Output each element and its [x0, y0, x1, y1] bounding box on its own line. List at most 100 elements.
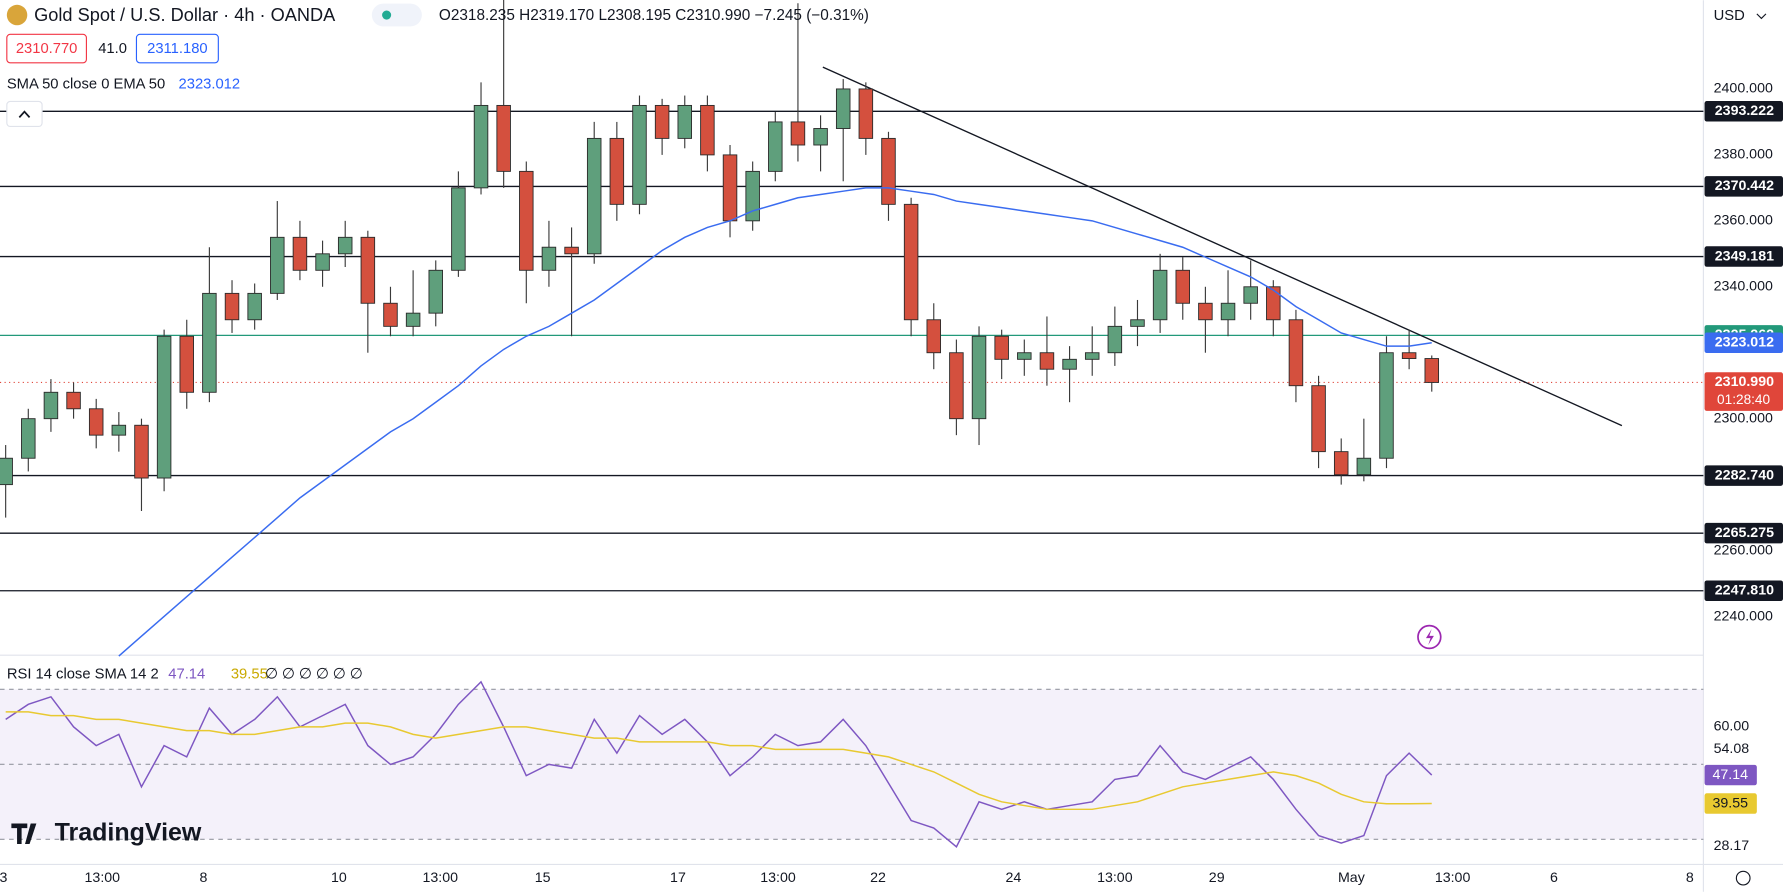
- candle-body: [405, 312, 421, 327]
- settings-icon[interactable]: [1735, 870, 1751, 886]
- candle-body: [813, 128, 828, 146]
- candle-body: [632, 104, 647, 205]
- candle-body: [994, 335, 1009, 360]
- rsi-value: 47.14: [168, 666, 205, 682]
- level-tag-bg: [1704, 246, 1783, 267]
- candle-body: [1288, 319, 1304, 387]
- x-tick-label: 13:00: [760, 870, 796, 886]
- status-pill[interactable]: [371, 3, 422, 27]
- y-tick-label: 2260.000: [1714, 542, 1773, 558]
- trendline: [822, 66, 1623, 427]
- rsi-tag: 39.55: [1712, 795, 1748, 811]
- candle-body: [881, 137, 896, 205]
- last-price-tag: 2310.990: [1715, 374, 1774, 390]
- candle-body: [700, 104, 715, 156]
- indicator-title: SMA 50 close 0 EMA 50: [7, 76, 165, 92]
- x-tick-label: May: [1338, 870, 1366, 886]
- x-tick-label: 10: [331, 870, 347, 886]
- bid: 2310.770: [16, 41, 78, 57]
- rsi-tick-label: 54.08: [1714, 741, 1750, 757]
- candle-body: [1062, 358, 1077, 370]
- y-tick-label: 2300.000: [1714, 410, 1773, 426]
- level-tag-bg: [1704, 176, 1783, 197]
- candle-body: [111, 424, 127, 436]
- candle-body: [903, 203, 919, 321]
- candle-body: [541, 246, 557, 271]
- currency[interactable]: USD: [1714, 8, 1745, 24]
- level-tag: 2370.442: [1715, 178, 1774, 194]
- candle-body: [428, 269, 443, 314]
- candle-body: [722, 154, 738, 222]
- candle-body: [1333, 451, 1349, 476]
- ema-tag-bg: [1704, 332, 1783, 354]
- y-tick-label: 2360.000: [1714, 213, 1773, 229]
- x-tick-label: 17: [670, 870, 686, 886]
- candle-body: [66, 391, 81, 410]
- y-tick-label: 2380.000: [1714, 147, 1773, 163]
- candle-body: [1424, 358, 1440, 383]
- x-tick-label: 29: [1209, 870, 1225, 886]
- y-tick-label: 2340.000: [1714, 279, 1773, 295]
- candle-body: [224, 292, 240, 321]
- candle-body: [564, 246, 579, 255]
- candle-body: [1401, 352, 1417, 359]
- candle-body: [1039, 352, 1055, 370]
- x-tick-label: 13:00: [423, 870, 459, 886]
- level-tag: 2393.222: [1715, 103, 1774, 119]
- brand-logo: [11, 823, 37, 844]
- currency-caret: [1756, 13, 1767, 20]
- level-tag-bg: [1704, 522, 1783, 544]
- ask-box[interactable]: [135, 33, 219, 64]
- candle-body: [270, 236, 285, 294]
- symbol-title: Gold Spot / U.S. Dollar · 4h · OANDA: [34, 5, 336, 25]
- candle-body: [1152, 269, 1168, 321]
- candle-body: [156, 335, 172, 479]
- rsi-line: [5, 680, 1433, 848]
- ema-line: [118, 187, 1432, 657]
- candle-body: [1379, 352, 1394, 459]
- candle-body: [1220, 302, 1236, 321]
- candle-body: [926, 319, 942, 354]
- events-bolt: [1425, 629, 1434, 645]
- candle-body: [1107, 325, 1123, 354]
- candle-body: [383, 302, 398, 327]
- level-tag: 2247.810: [1715, 583, 1774, 599]
- x-tick-label: 6: [1550, 870, 1558, 886]
- candle-body: [745, 170, 760, 222]
- bid-box[interactable]: [6, 33, 87, 64]
- candle-body: [971, 335, 987, 420]
- candle-body: [451, 187, 466, 271]
- candle-body: [768, 121, 783, 172]
- rsi-tick-label: 28.17: [1714, 838, 1750, 854]
- level-tag: 2349.181: [1715, 248, 1774, 264]
- last-price-tag-bg: [1704, 372, 1783, 411]
- candle-body: [519, 170, 534, 271]
- ask: 2311.180: [147, 41, 208, 57]
- candle-body: [292, 236, 308, 271]
- candle-body: [21, 418, 36, 459]
- ohlc-text: O2318.235 H2319.170 L2308.195 C2310.990 …: [439, 7, 869, 24]
- spread: 41.0: [98, 41, 127, 57]
- candle-body: [202, 292, 217, 393]
- x-tick-label: 24: [1006, 870, 1022, 886]
- rsi-tick-label: 60.00: [1714, 719, 1750, 735]
- candle-body: [1084, 352, 1100, 360]
- x-tick-label: 3: [0, 870, 7, 886]
- x-tick-label: 15: [535, 870, 551, 886]
- ema-tag: 2323.012: [1715, 335, 1774, 351]
- y-tick-label: 2400.000: [1714, 81, 1773, 97]
- rsi-line: [5, 711, 1432, 811]
- level-tag-bg: [1704, 101, 1783, 122]
- brand: TradingView: [55, 818, 202, 846]
- candle-body: [677, 104, 693, 139]
- x-tick-label: 22: [870, 870, 886, 886]
- candle-body: [315, 253, 330, 271]
- collapse-icon: [18, 110, 31, 118]
- candle-body: [1311, 385, 1326, 453]
- symbol-icon: [6, 4, 28, 26]
- candle-body: [1356, 457, 1372, 476]
- header: Gold Spot / U.S. Dollar · 4h · OANDA O23…: [6, 3, 1767, 886]
- x-tick-label: 13:00: [1435, 870, 1471, 886]
- collapse-button[interactable]: [6, 100, 43, 128]
- level-tag: 2282.740: [1715, 467, 1774, 483]
